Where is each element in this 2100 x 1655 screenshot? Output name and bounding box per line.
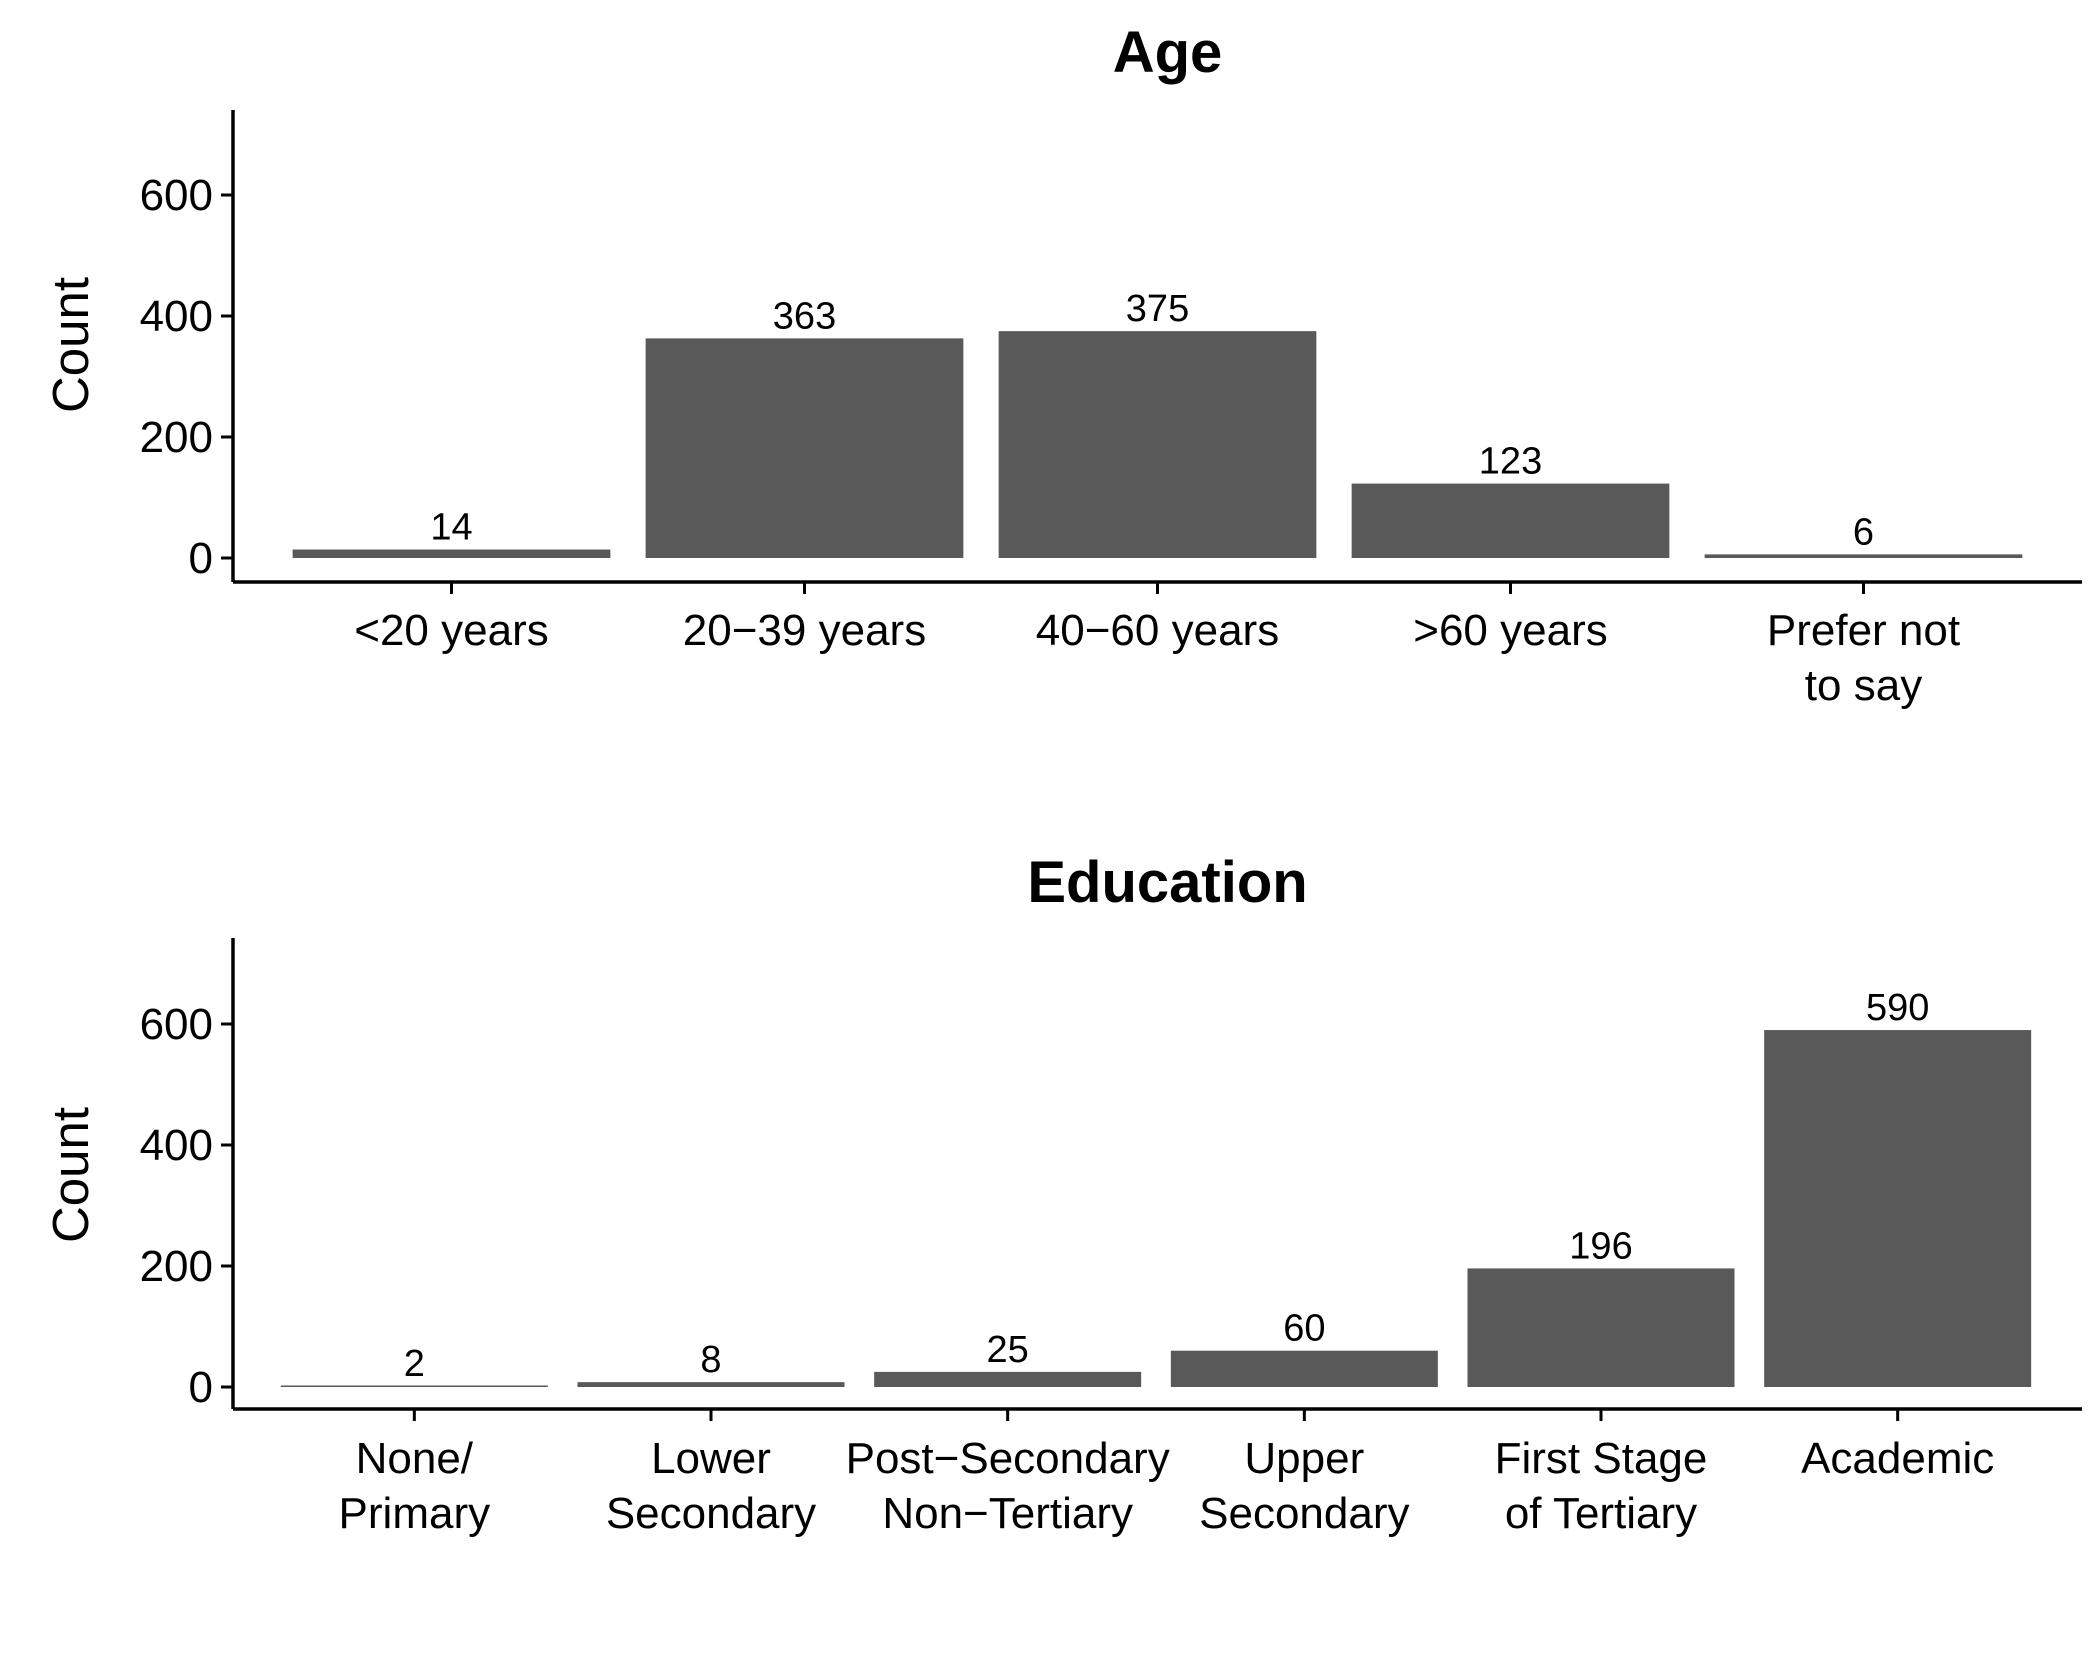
education-x-tick-label-line: Post−Secondary [846,1434,1170,1483]
education-y-tick-label: 600 [140,1000,213,1049]
age-x-tick-label: 40−60 years [1036,606,1279,655]
education-x-tick-label: Upper Secondary [1199,1434,1409,1538]
age-x-tick-label-line: 40−60 years [1036,606,1279,655]
education-x-tick-label-line: Secondary [1199,1489,1409,1538]
age-x-tick-label: >60 years [1413,606,1607,655]
education-bar-value-label: 590 [1866,987,1929,1029]
education-bar-value-label: 8 [700,1339,721,1381]
age-x-tick-label-line: Prefer not [1767,606,1960,655]
age-x-tick-label-line: <20 years [354,606,548,655]
education-x-tick-label-line: First Stage [1495,1434,1708,1483]
age-bar-value-label: 6 [1853,511,1874,553]
education-bar [1764,1030,2032,1387]
age-bar [998,331,1317,558]
education-x-tick-label-line: of Tertiary [1505,1489,1697,1538]
age-x-tick-label-line: 20−39 years [683,606,926,655]
education-bar [874,1371,1142,1387]
age-panel: Age Count 0 200 400 600 14 <20 years 363 20−39 ye… [42,20,2082,710]
age-bar [645,338,964,558]
education-x-tick-label: First Stage of Tertiary [1495,1434,1708,1538]
education-panel: Education Count 0 200 400 600 2 None/Primary 8 Lo… [42,850,2082,1538]
age-x-tick-label-line: to say [1805,661,1922,710]
age-bar-value-label: 14 [430,507,472,549]
age-y-tick-label: 400 [140,292,213,341]
education-bar-value-label: 2 [404,1343,425,1385]
education-bar [1170,1350,1438,1387]
age-bar [292,549,611,558]
education-x-tick-label-line: None/ [356,1434,474,1483]
age-x-tick-label: 20−39 years [683,606,926,655]
education-y-tick-label: 400 [140,1121,213,1170]
education-x-tick-label: Post−Secondary Non−Tertiary [846,1434,1170,1538]
education-x-tick-label-line: Primary [339,1489,491,1538]
education-bar-value-label: 60 [1283,1308,1325,1350]
education-bar-value-label: 25 [987,1329,1029,1371]
age-x-tick-label: <20 years [354,606,548,655]
age-y-tick-label: 200 [140,413,213,462]
age-bar-value-label: 363 [773,295,836,337]
age-chart-title: Age [1113,20,1223,85]
education-y-tick-label: 200 [140,1242,213,1291]
age-y-tick-label: 600 [140,171,213,220]
education-bar [577,1382,845,1387]
education-bar [280,1385,548,1387]
education-x-tick-label-line: Academic [1801,1434,1994,1483]
education-x-tick-label: Lower Secondary [606,1434,816,1538]
education-chart-title: Education [1027,850,1307,915]
age-bar-value-label: 123 [1479,441,1542,483]
age-x-tick-label-line: >60 years [1413,606,1607,655]
age-y-tick-label: 0 [189,534,213,583]
education-bar-value-label: 196 [1569,1225,1632,1267]
age-bar [1704,554,2023,558]
education-x-tick-label-line: Upper [1244,1434,1364,1483]
education-x-tick-label: Academic [1801,1434,1994,1483]
education-x-tick-label: None/Primary [339,1434,491,1538]
age-y-axis-label: Count [42,277,99,413]
education-x-tick-label-line: Non−Tertiary [882,1489,1133,1538]
education-bar [1467,1268,1735,1387]
education-x-tick-label-line: Secondary [606,1489,816,1538]
education-y-axis-label: Count [42,1107,99,1243]
age-x-tick-label: Prefer not to say [1767,606,1960,710]
age-bar [1351,483,1670,558]
education-y-tick-label: 0 [189,1363,213,1412]
education-x-tick-label-line: Lower [651,1434,771,1483]
age-bar-value-label: 375 [1126,288,1189,330]
